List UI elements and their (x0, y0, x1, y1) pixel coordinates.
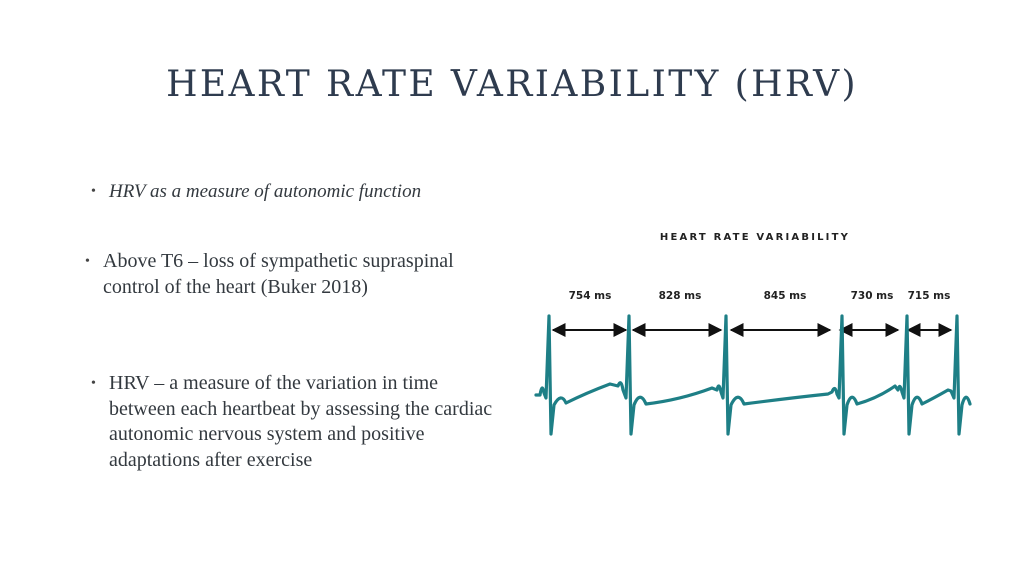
interval-label: 715 ms (908, 290, 951, 302)
bullet-marker: • (91, 376, 96, 391)
bullet-text: HRV – a measure of the variation in time… (109, 372, 493, 471)
slide-title: HEART RATE VARIABILITY (HRV) (166, 64, 858, 105)
bullet-item: • HRV – a measure of the variation in ti… (91, 371, 494, 473)
interval-label: 754 ms (569, 290, 612, 302)
figure-title: HEART RATE VARIABILITY (659, 232, 851, 243)
interval-label: 730 ms (851, 290, 894, 302)
interval-label: 845 ms (764, 290, 807, 302)
bullet-marker: • (91, 184, 96, 199)
bullet-marker: • (85, 254, 90, 269)
ecg-trace (534, 314, 972, 436)
ecg-figure: 754 ms 828 ms 845 ms 730 ms 715 ms (534, 290, 972, 436)
bullet-item: • Above T6 – loss of sympathetic suprasp… (85, 249, 483, 300)
bullet-item: • HRV as a measure of autonomic function (91, 179, 422, 205)
bullet-text: HRV as a measure of autonomic function (109, 181, 422, 202)
interval-label: 828 ms (659, 290, 702, 302)
bullet-text: Above T6 – loss of sympathetic supraspin… (103, 250, 454, 298)
